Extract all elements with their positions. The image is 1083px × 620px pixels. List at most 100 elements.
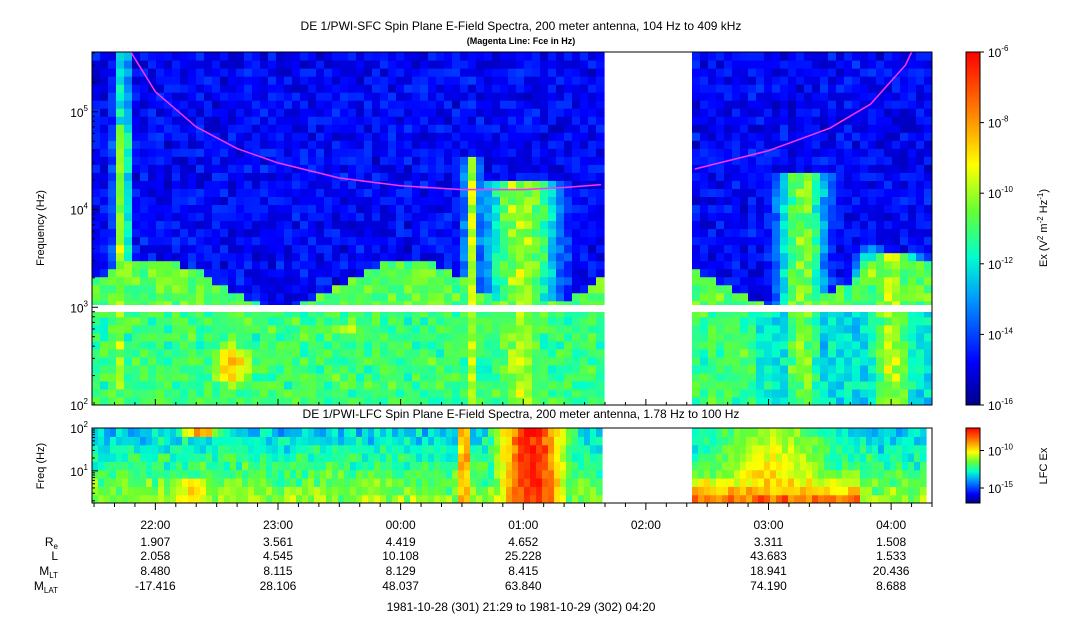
sfc-cell [532,212,541,222]
sfc-cell [860,84,869,93]
sfc-cell [876,220,885,230]
lfc-cell [242,478,249,487]
sfc-cell [244,252,253,262]
sfc-cell [540,284,549,294]
lfc-cell [236,444,243,454]
lfc-cell [422,428,429,437]
sfc-cell [300,148,309,157]
sfc-cell [516,116,525,125]
sfc-cell [780,244,789,254]
sfc-cell [140,212,149,222]
sfc-cell [436,60,445,69]
sfc-cell [748,260,757,270]
sfc-cell [564,148,573,157]
sfc-cell [156,212,165,222]
sfc-cell [284,236,293,246]
sfc-cell [244,324,253,334]
lfc-cell [488,486,495,496]
sfc-cell [860,124,869,133]
sfc-cell [580,172,589,181]
sfc-cell [212,68,221,77]
sfc-cell [700,156,709,165]
sfc-cell [484,276,493,286]
sfc-cell [180,388,189,398]
sfc-cell [844,340,853,350]
lfc-cell [104,494,111,503]
sfc-cell [228,308,237,318]
sfc-cell [372,268,381,278]
sfc-cell [364,180,373,189]
sfc-cell [244,284,253,294]
sfc-cell [820,188,829,198]
lfc-cell [488,461,495,471]
sfc-cell [908,196,917,206]
sfc-cell [372,292,381,302]
lfc-cell [248,428,255,437]
sfc-cell [452,388,461,398]
sfc-cell [404,52,413,61]
sfc-cell [732,260,741,270]
lfc-cell [206,486,213,496]
sfc-cell [108,156,117,165]
sfc-cell [428,196,437,206]
sfc-cell [484,156,493,165]
sfc-cell [796,364,805,374]
lfc-cell [206,444,213,454]
sfc-cell [108,84,117,93]
sfc-cell [340,180,349,189]
sfc-cell [500,340,509,350]
sfc-cell [204,212,213,222]
sfc-cell [404,60,413,69]
lfc-cell [164,444,171,454]
sfc-cell [596,244,605,254]
sfc-cell [788,292,797,302]
sfc-cell [332,356,341,366]
sfc-cell [524,284,533,294]
sfc-cell [740,204,749,214]
sfc-cell [916,340,925,350]
sfc-cell [868,124,877,133]
sfc-cell [780,188,789,198]
sfc-cell [476,156,485,165]
sfc-cell [692,340,701,350]
sfc-cell [484,348,493,358]
sfc-cell [556,76,565,85]
sfc-cell [492,84,501,93]
sfc-cell [308,116,317,125]
sfc-cell [708,340,717,350]
sfc-cell [164,236,173,246]
lfc-cell [242,461,249,471]
sfc-cell [188,380,197,390]
lfc-cell [356,486,363,496]
sfc-cell [540,348,549,358]
lfc-cell [410,436,417,446]
sfc-cell [156,236,165,246]
sfc-cell [692,108,701,117]
lfc-cell [98,453,105,462]
sfc-cell [500,196,509,206]
sfc-cell [252,124,261,133]
sfc-cell [500,172,509,181]
sfc-cell [900,284,909,294]
sfc-cell [428,52,437,61]
sfc-cell [516,268,525,278]
sfc-cell [444,212,453,222]
sfc-cell [140,140,149,149]
sfc-cell [260,76,269,85]
sfc-cell [164,84,173,93]
sfc-cell [788,308,797,318]
lfc-cell [170,486,177,496]
sfc-cell [796,316,805,326]
sfc-cell [884,180,893,189]
sfc-cell [876,388,885,398]
lfc-cell [308,494,315,503]
lfc-cell [506,453,513,462]
sfc-cell [580,132,589,141]
sfc-cell [164,292,173,302]
sfc-cell [916,196,925,206]
sfc-cell [764,292,773,302]
sfc-cell [372,172,381,181]
sfc-cell [820,308,829,318]
lfc-cell [482,478,489,487]
sfc-cell [252,356,261,366]
